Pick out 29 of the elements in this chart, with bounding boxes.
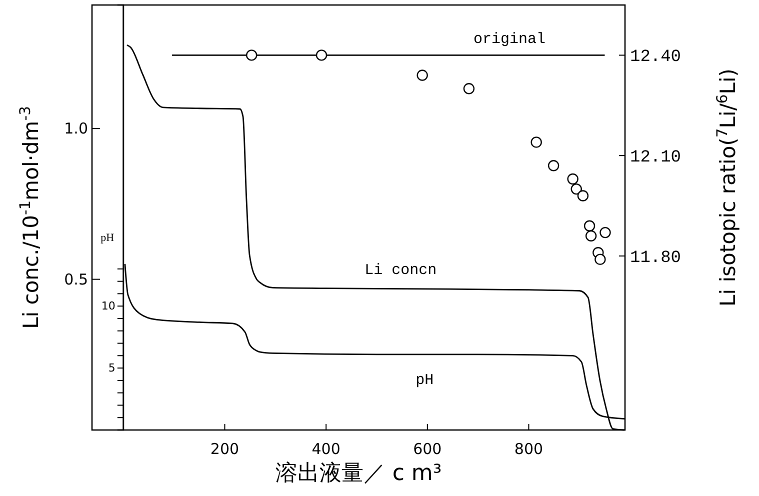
y3-tick-label: 5 bbox=[108, 362, 116, 375]
point bbox=[463, 83, 475, 94]
series-label: pH bbox=[416, 372, 434, 389]
y-tick-label: 0.5 bbox=[64, 270, 88, 288]
y3-axis-title: pH bbox=[100, 232, 114, 244]
point bbox=[570, 183, 582, 195]
x-tick-label: 400 bbox=[312, 440, 340, 458]
point bbox=[567, 173, 578, 185]
y2-tick-label: 11.80 bbox=[630, 248, 682, 268]
x-tick-label: 800 bbox=[514, 440, 544, 458]
x-axis-title: 溶出液量／ c m³ bbox=[275, 461, 442, 486]
point bbox=[577, 190, 589, 202]
point bbox=[416, 70, 428, 81]
y2-tick-label: 12.40 bbox=[630, 48, 682, 68]
point bbox=[246, 50, 258, 61]
point bbox=[594, 254, 606, 265]
point bbox=[585, 230, 597, 242]
point bbox=[584, 220, 596, 232]
x-tick-label: 200 bbox=[210, 440, 240, 458]
y2-tick-label: 12.10 bbox=[630, 148, 682, 168]
y3-tick-label: 10 bbox=[101, 300, 116, 313]
point bbox=[530, 136, 542, 148]
point bbox=[600, 226, 611, 238]
x-tick-label: 600 bbox=[413, 440, 442, 458]
series-label: Li concn bbox=[364, 262, 437, 279]
series-label: original bbox=[474, 31, 546, 48]
y-tick-label: 1.0 bbox=[64, 120, 88, 138]
point bbox=[316, 50, 328, 61]
point bbox=[548, 160, 560, 172]
